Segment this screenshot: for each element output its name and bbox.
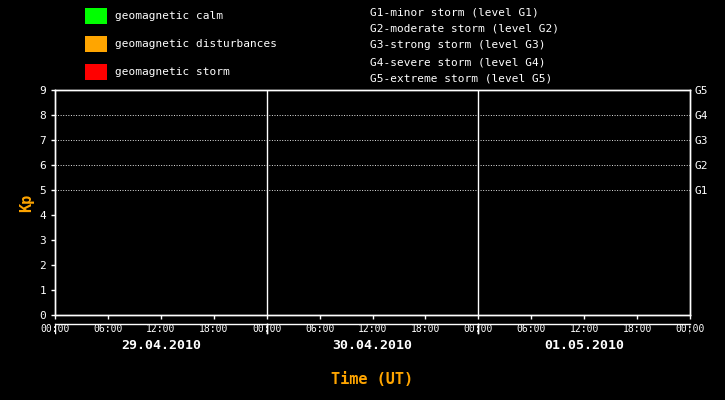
Bar [85, 36, 107, 52]
Text: G5-extreme storm (level G5): G5-extreme storm (level G5) [370, 74, 552, 84]
Text: 29.04.2010: 29.04.2010 [121, 339, 201, 352]
Text: G3-strong storm (level G3): G3-strong storm (level G3) [370, 40, 545, 50]
Text: Time (UT): Time (UT) [331, 372, 413, 388]
Text: G2-moderate storm (level G2): G2-moderate storm (level G2) [370, 24, 559, 34]
Bar [85, 64, 107, 80]
Text: G1-minor storm (level G1): G1-minor storm (level G1) [370, 7, 539, 17]
Text: 01.05.2010: 01.05.2010 [544, 339, 624, 352]
Bar [85, 8, 107, 24]
Text: geomagnetic disturbances: geomagnetic disturbances [115, 39, 277, 49]
Text: geomagnetic calm: geomagnetic calm [115, 11, 223, 21]
Text: G4-severe storm (level G4): G4-severe storm (level G4) [370, 57, 545, 67]
Y-axis label: Kp: Kp [19, 193, 33, 212]
Text: geomagnetic storm: geomagnetic storm [115, 67, 230, 77]
Text: 30.04.2010: 30.04.2010 [333, 339, 413, 352]
